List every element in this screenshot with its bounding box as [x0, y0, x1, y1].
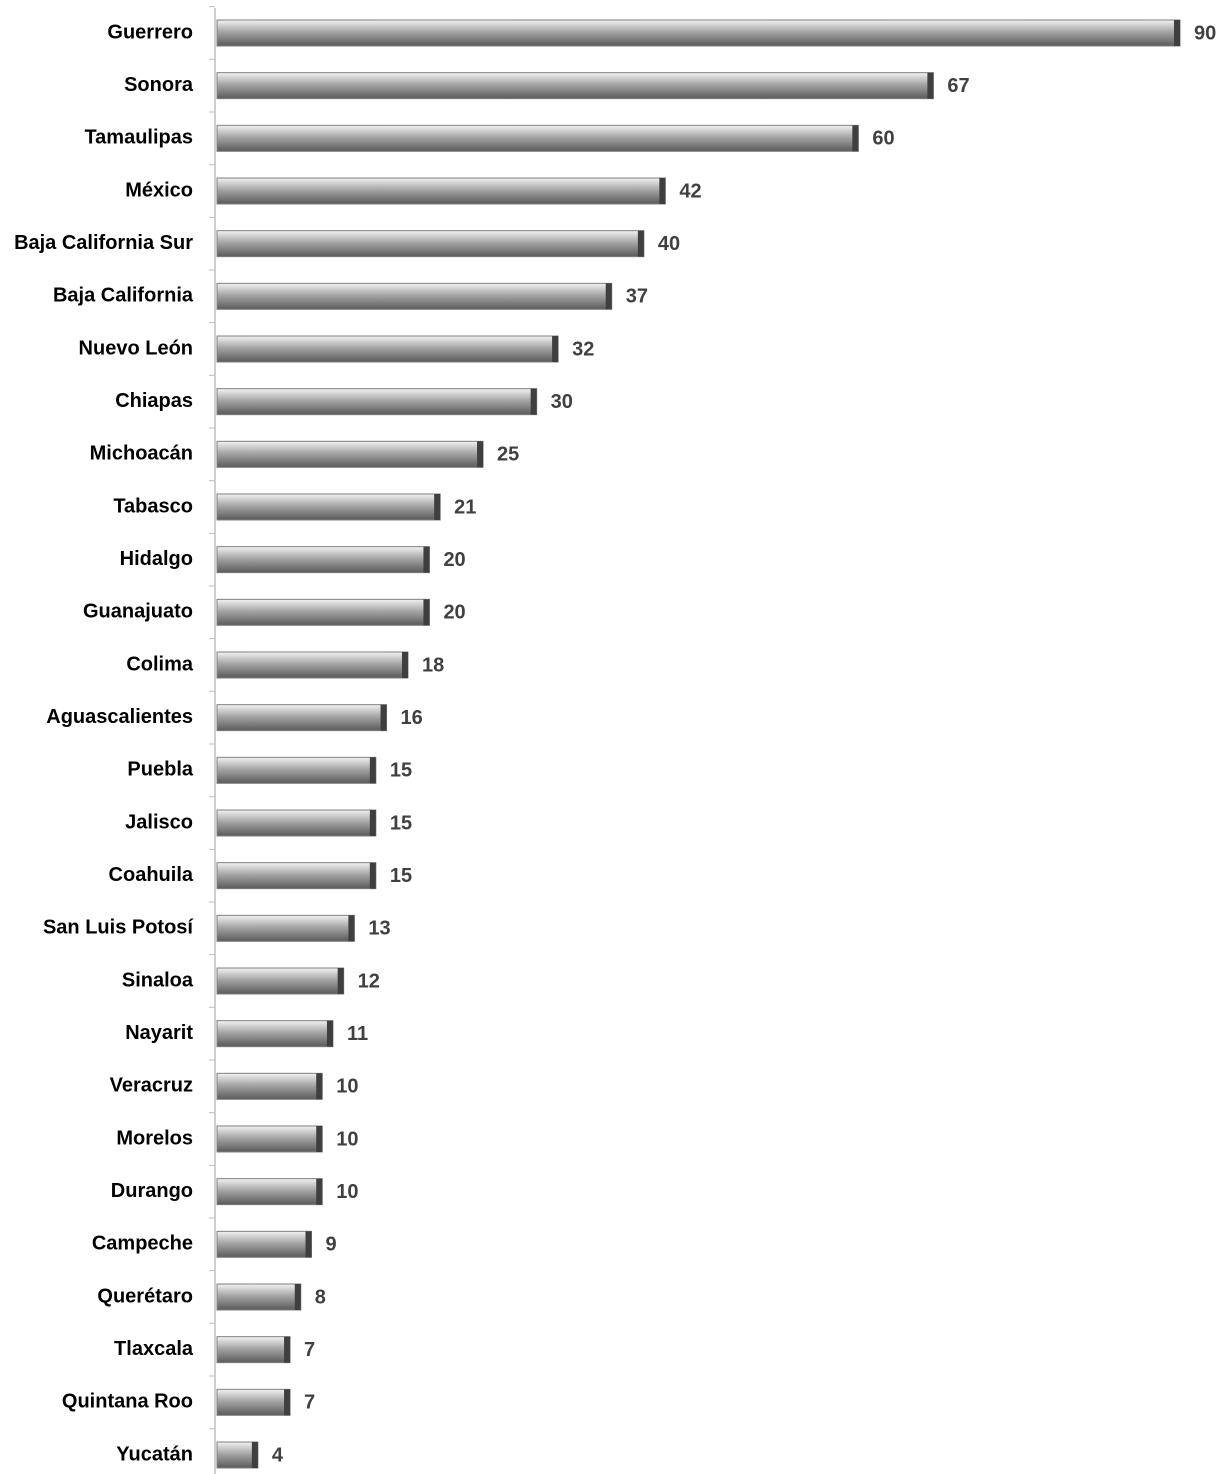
bar	[216, 546, 430, 574]
y-tick-label: Aguascalientes	[46, 706, 193, 728]
bar	[216, 1388, 291, 1416]
value-label: 10	[336, 1128, 358, 1150]
y-tick-label: Veracruz	[110, 1075, 193, 1097]
value-label: 4	[272, 1444, 284, 1466]
bar	[216, 1020, 334, 1048]
bar	[216, 335, 559, 363]
value-label: 15	[390, 760, 412, 782]
y-tick-label: Michoacán	[90, 443, 193, 465]
bar	[216, 914, 355, 942]
y-tick-label: Baja California Sur	[14, 232, 193, 254]
bar	[216, 598, 430, 626]
bar	[216, 440, 484, 468]
value-label: 16	[401, 707, 423, 729]
value-label: 8	[315, 1286, 326, 1308]
y-tick-label: Puebla	[127, 759, 193, 781]
bar	[216, 230, 645, 258]
value-label: 20	[443, 549, 465, 571]
value-label: 37	[626, 286, 648, 308]
y-tick-label: Querétaro	[97, 1285, 193, 1307]
y-tick-label: Guanajuato	[83, 601, 193, 623]
value-label: 10	[336, 1076, 358, 1098]
value-label: 15	[390, 812, 412, 834]
y-tick-label: Campeche	[92, 1233, 193, 1255]
y-tick-label: Guerrero	[107, 21, 193, 43]
bar	[216, 1072, 323, 1100]
value-label: 60	[872, 128, 894, 150]
y-tick-label: Tamaulipas	[84, 127, 193, 149]
bar	[216, 19, 1181, 47]
y-tick-label: Quintana Roo	[62, 1391, 193, 1413]
y-tick-label: Nayarit	[125, 1022, 193, 1044]
value-label: 20	[443, 602, 465, 624]
bar	[216, 809, 377, 837]
value-label: 18	[422, 654, 444, 676]
y-tick-label: Yucatán	[116, 1443, 193, 1465]
y-tick-label: Morelos	[116, 1127, 193, 1149]
y-tick-label: Tlaxcala	[114, 1338, 194, 1360]
value-label: 11	[347, 1023, 368, 1045]
bar	[216, 1441, 259, 1469]
value-label: 7	[304, 1339, 315, 1361]
y-tick-label: Sonora	[124, 74, 194, 96]
value-label: 10	[336, 1181, 358, 1203]
bar	[216, 756, 377, 784]
value-label: 9	[326, 1234, 337, 1256]
value-label: 67	[947, 75, 969, 97]
y-tick-label: Sinaloa	[122, 969, 194, 991]
bar	[216, 967, 345, 995]
y-tick-label: México	[125, 179, 193, 201]
bar	[216, 282, 613, 310]
bar	[216, 1336, 291, 1364]
value-label: 21	[454, 496, 476, 518]
bar	[216, 388, 538, 416]
bar	[216, 651, 409, 679]
y-tick-label: Nuevo León	[79, 337, 193, 359]
bar	[216, 1178, 323, 1206]
bar	[216, 1230, 312, 1258]
y-tick-label: Chiapas	[115, 390, 193, 412]
y-tick-label: Colima	[126, 653, 194, 675]
value-label: 32	[572, 338, 594, 360]
y-tick-label: Durango	[111, 1180, 193, 1202]
y-tick-label: Tabasco	[113, 495, 193, 517]
y-tick-label: San Luis Potosí	[43, 917, 194, 939]
bar	[216, 124, 859, 152]
y-tick-label: Jalisco	[125, 811, 193, 833]
value-label: 13	[368, 918, 390, 940]
value-label: 42	[679, 180, 701, 202]
y-tick-label: Coahuila	[109, 864, 194, 886]
bar	[216, 1283, 302, 1311]
bar	[216, 72, 934, 100]
bar	[216, 493, 441, 521]
value-label: 90	[1194, 22, 1216, 44]
bar	[216, 177, 666, 205]
bar	[216, 862, 377, 890]
y-tick-label: Hidalgo	[120, 548, 193, 570]
value-label: 15	[390, 865, 412, 887]
value-label: 40	[658, 233, 680, 255]
value-label: 30	[551, 391, 573, 413]
value-label: 7	[304, 1392, 315, 1414]
value-label: 12	[358, 970, 380, 992]
value-label: 25	[497, 444, 519, 466]
bar	[216, 704, 388, 732]
y-tick-label: Baja California	[53, 285, 194, 307]
bar	[216, 1125, 323, 1153]
